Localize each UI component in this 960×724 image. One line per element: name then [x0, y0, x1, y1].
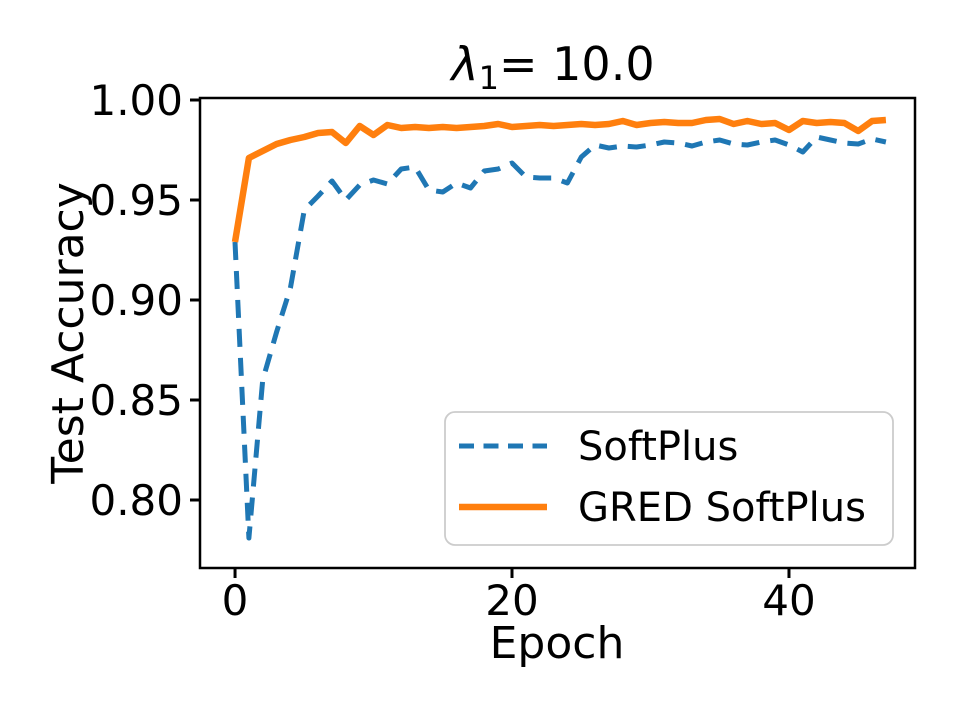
legend-box — [444, 411, 894, 546]
y-tick-label: 0.85 — [89, 376, 183, 425]
legend: SoftPlus GRED SoftPlus — [444, 411, 894, 546]
x-tick-label: 0 — [222, 576, 249, 625]
y-axis-label: Test Accuracy — [43, 182, 94, 485]
series-line-softplus — [232, 134, 887, 541]
legend-label-gred-softplus: GRED SoftPlus — [578, 485, 866, 531]
chart-title: λ1= 10.0 — [448, 37, 654, 97]
x-axis-label: Epoch — [490, 618, 625, 669]
y-tick-label: 1.00 — [89, 76, 183, 125]
plot-series — [231, 115, 887, 541]
title-lambda-symbol: λ — [448, 37, 478, 91]
plot-border — [198, 96, 917, 570]
y-tick-label: 0.80 — [89, 476, 183, 525]
y-tick-label: 0.90 — [89, 276, 183, 325]
title-suffix: = 10.0 — [499, 37, 655, 91]
series-line-gred-softplus — [231, 115, 887, 243]
legend-label-softplus: SoftPlus — [578, 424, 738, 470]
x-tick-label: 40 — [762, 576, 815, 625]
y-tick-label: 0.95 — [89, 176, 183, 225]
x-tick-label: 20 — [485, 576, 538, 625]
axis-ticks: 0 20 40 1.00 0.95 0.90 0.85 0.80 — [89, 76, 815, 625]
title-subscript: 1 — [479, 59, 499, 97]
